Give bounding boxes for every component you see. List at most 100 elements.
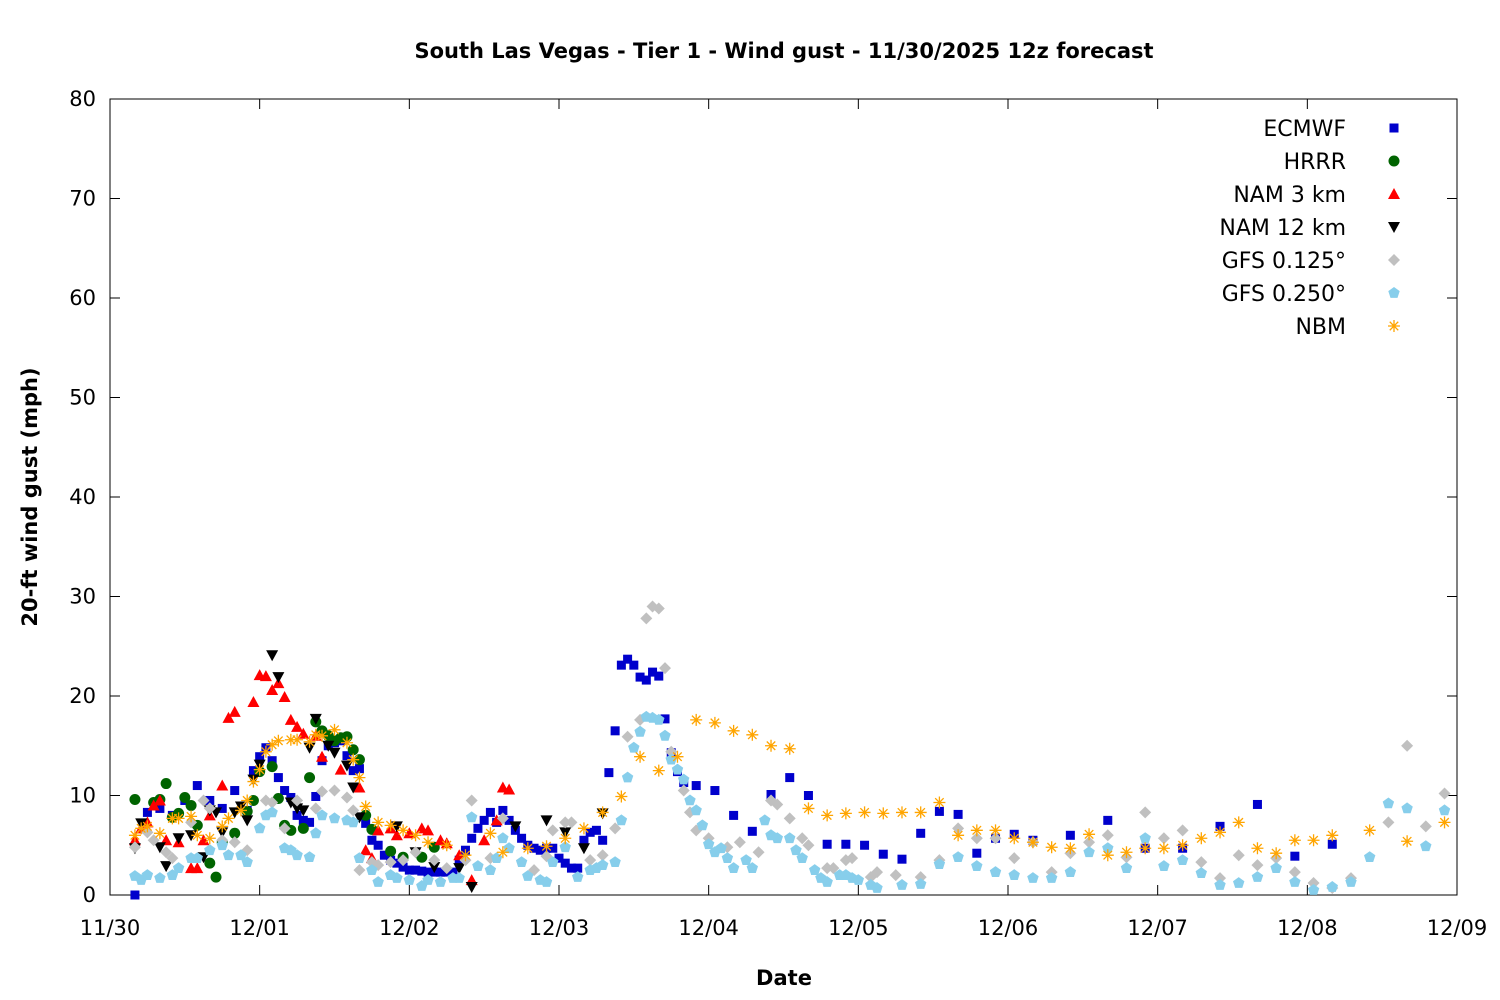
data-point (696, 819, 709, 831)
data-point (871, 882, 883, 893)
data-point (783, 742, 796, 755)
data-point (216, 779, 229, 791)
data-point (1363, 824, 1376, 837)
data-point (783, 812, 796, 825)
data-point (304, 772, 316, 784)
data-point (409, 829, 422, 842)
data-point (641, 675, 651, 685)
data-point (765, 739, 778, 752)
data-point (747, 826, 757, 836)
legend-item: NAM 3 km (1233, 183, 1400, 208)
data-point (1083, 836, 1096, 849)
data-point (372, 876, 384, 887)
data-point (434, 876, 447, 887)
data-point (1401, 835, 1414, 848)
data-point (1382, 816, 1395, 829)
data-point (128, 829, 141, 842)
data-point (166, 852, 179, 865)
data-point (554, 853, 564, 863)
data-point (896, 879, 908, 890)
data-point (467, 833, 477, 843)
data-point (596, 859, 609, 870)
data-point (297, 805, 310, 817)
data-point (827, 862, 840, 875)
data-point (440, 839, 453, 852)
data-point (1307, 834, 1320, 847)
data-point (141, 820, 154, 833)
data-point (366, 864, 378, 875)
data-point (361, 818, 371, 828)
data-point (291, 733, 304, 746)
data-point (347, 753, 360, 766)
data-point (1026, 836, 1039, 849)
data-point (690, 804, 702, 816)
data-point (703, 838, 715, 850)
data-point (423, 867, 433, 877)
data-point (796, 832, 809, 845)
data-point (316, 750, 329, 762)
data-point (172, 833, 185, 845)
data-point (266, 796, 279, 809)
data-point (615, 790, 628, 803)
data-point (654, 671, 664, 681)
data-point (272, 672, 285, 684)
y-tick-label: 20 (69, 684, 96, 708)
y-tick-label: 60 (69, 286, 96, 310)
data-point (1288, 834, 1301, 847)
data-point (521, 842, 534, 855)
data-point (579, 835, 589, 845)
data-point (821, 862, 834, 875)
data-point (660, 714, 670, 724)
data-point (422, 824, 435, 836)
data-point (309, 713, 322, 725)
data-point (559, 832, 572, 845)
data-point (548, 843, 558, 853)
data-point (229, 827, 241, 839)
data-point (1176, 854, 1189, 865)
data-point (398, 862, 408, 872)
data-point (659, 662, 672, 675)
data-point (391, 872, 403, 883)
data-point (222, 812, 235, 825)
data-point (623, 654, 633, 664)
data-point (340, 736, 353, 749)
data-point (771, 798, 784, 811)
data-point (185, 799, 197, 811)
y-tick-label: 0 (83, 883, 96, 907)
legend-label: NAM 3 km (1233, 183, 1346, 208)
data-point (591, 825, 601, 835)
data-point (498, 805, 508, 815)
data-point (379, 850, 389, 860)
data-point (596, 849, 609, 862)
data-point (172, 862, 185, 873)
legend-label: NBM (1295, 315, 1346, 340)
data-point (952, 822, 965, 835)
data-point (727, 862, 740, 873)
data-point (653, 713, 665, 725)
data-point (316, 785, 329, 798)
data-point (1252, 799, 1262, 809)
data-point (609, 822, 622, 835)
data-point (309, 802, 322, 815)
data-point (153, 842, 166, 854)
data-point (436, 867, 446, 877)
data-point (1139, 806, 1152, 819)
data-point (1232, 849, 1245, 862)
data-point (540, 815, 553, 827)
data-point (621, 771, 634, 783)
data-point (1064, 842, 1077, 855)
data-point (740, 854, 752, 865)
data-point (821, 876, 833, 887)
data-point (191, 829, 204, 842)
data-point (540, 840, 553, 853)
data-point (272, 734, 285, 747)
data-point (1195, 832, 1208, 845)
data-point (565, 816, 578, 829)
data-point (280, 786, 290, 796)
data-point (721, 852, 734, 863)
data-point (235, 849, 247, 861)
data-point (560, 858, 570, 868)
data-point (934, 806, 944, 816)
data-point (1401, 802, 1413, 814)
data-point (328, 812, 341, 824)
